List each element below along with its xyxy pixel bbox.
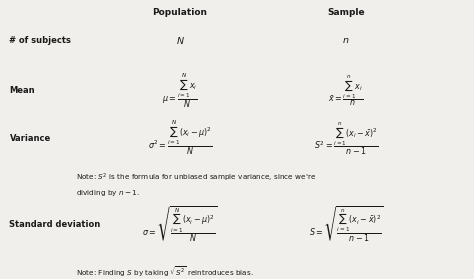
Text: dividing by $n-1$.: dividing by $n-1$.: [76, 188, 140, 198]
Text: $\sigma = \sqrt{\dfrac{\sum_{i=1}^{N}(x_i - \mu)^2}{N}}$: $\sigma = \sqrt{\dfrac{\sum_{i=1}^{N}(x_…: [142, 205, 218, 245]
Text: $n$: $n$: [342, 36, 350, 45]
Text: Note: Finding $S$ by taking $\sqrt{S^2}$ reintroduces bias.: Note: Finding $S$ by taking $\sqrt{S^2}$…: [76, 265, 254, 279]
Text: Mean: Mean: [9, 86, 35, 95]
Text: $S^2 = \dfrac{\sum_{i=1}^{n}(x_i - \bar{x})^2}{n-1}$: $S^2 = \dfrac{\sum_{i=1}^{n}(x_i - \bar{…: [314, 120, 378, 157]
Text: Standard deviation: Standard deviation: [9, 220, 101, 229]
Text: # of subjects: # of subjects: [9, 36, 72, 45]
Text: $\sigma^2 = \dfrac{\sum_{i=1}^{N}(x_i - \mu)^2}{N}$: $\sigma^2 = \dfrac{\sum_{i=1}^{N}(x_i - …: [148, 119, 212, 157]
Text: Note: $S^2$ is the formula for unbiased sample variance, since we're: Note: $S^2$ is the formula for unbiased …: [76, 172, 316, 184]
Text: Population: Population: [153, 8, 208, 17]
Text: Sample: Sample: [327, 8, 365, 17]
Text: $N$: $N$: [176, 35, 184, 46]
Text: $S = \sqrt{\dfrac{\sum_{i=1}^{n}(x_i - \bar{x})^2}{n-1}}$: $S = \sqrt{\dfrac{\sum_{i=1}^{n}(x_i - \…: [309, 205, 383, 244]
Text: $\bar{x} = \dfrac{\sum_{i=1}^{n} x_i}{n}$: $\bar{x} = \dfrac{\sum_{i=1}^{n} x_i}{n}…: [328, 73, 364, 108]
Text: Variance: Variance: [9, 134, 51, 143]
Text: $\mu = \dfrac{\sum_{i=1}^{N} x_i}{N}$: $\mu = \dfrac{\sum_{i=1}^{N} x_i}{N}$: [162, 71, 198, 110]
